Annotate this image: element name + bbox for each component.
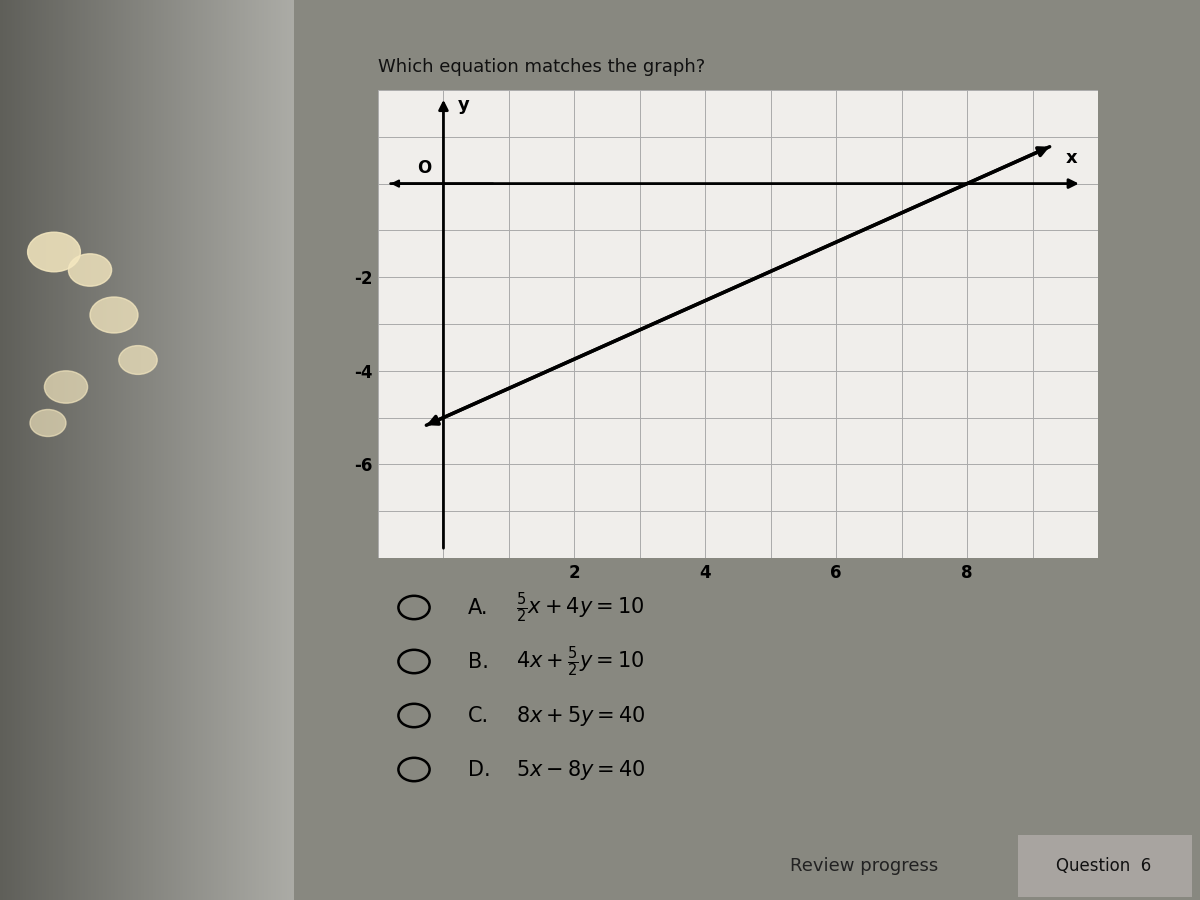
Text: Which equation matches the graph?: Which equation matches the graph? — [378, 58, 706, 76]
Text: A.: A. — [468, 598, 488, 617]
Text: O: O — [418, 158, 432, 176]
Text: Question  6: Question 6 — [1056, 857, 1152, 875]
Text: x: x — [1066, 149, 1078, 167]
FancyBboxPatch shape — [1018, 835, 1192, 897]
Text: $8x + 5y = 40$: $8x + 5y = 40$ — [516, 704, 646, 727]
Text: B.: B. — [468, 652, 488, 671]
Text: $4x + \frac{5}{2}y = 10$: $4x + \frac{5}{2}y = 10$ — [516, 644, 644, 679]
Text: $\frac{5}{2}x + 4y = 10$: $\frac{5}{2}x + 4y = 10$ — [516, 590, 644, 625]
Text: $5x - 8y = 40$: $5x - 8y = 40$ — [516, 758, 646, 781]
Text: D.: D. — [468, 760, 491, 779]
Text: y: y — [458, 95, 469, 113]
Text: C.: C. — [468, 706, 490, 725]
Text: Review progress: Review progress — [790, 857, 938, 875]
